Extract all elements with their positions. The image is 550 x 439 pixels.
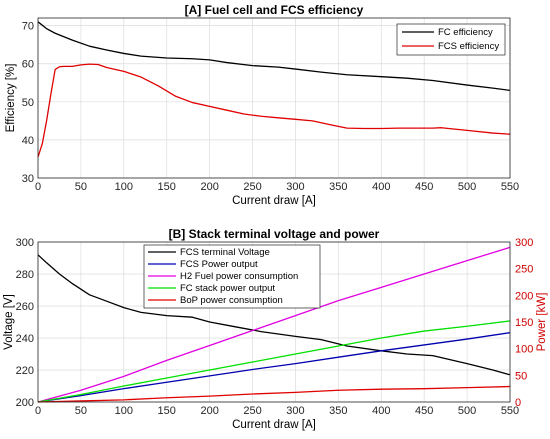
chart-b-legend-label-h2-fuel-power: H2 Fuel power consumption [180, 271, 298, 282]
chart-a-xlabel: Current draw [A] [232, 195, 316, 207]
chart-b-legend-label-bop-power: BoP power consumption [180, 295, 283, 306]
chart-a-legend-box [396, 23, 506, 56]
chart-a-xtick-label: 250 [243, 181, 261, 193]
chart-a-xtick-label: 0 [35, 181, 41, 193]
chart-a-xtick-label: 50 [75, 181, 87, 193]
chart-b-xtick-label: 200 [200, 405, 218, 417]
chart-b-ytick-label: 260 [16, 301, 34, 313]
chart-b-xtick-label: 150 [158, 405, 176, 417]
chart-b-series-fcs-power-output-line [37, 332, 511, 403]
chart-a-series-fc-efficiency-line [37, 21, 511, 92]
chart-b-series-fcs-terminal-voltage-line [37, 254, 511, 376]
chart-b-lines [37, 246, 511, 403]
chart-b-legend: FCS terminal Voltage FCS Power output H2… [143, 244, 321, 309]
chart-b-ytick-right-label: 250 [515, 264, 533, 276]
chart-b-ylabel-left: Voltage [V] [3, 294, 15, 350]
chart-b-xtick-label: 100 [115, 405, 133, 417]
chart-a-xtick-label: 550 [501, 181, 519, 193]
chart-b-ytick-right-label: 300 [515, 237, 533, 249]
chart-b-legend-label-fc-stack-power: FC stack power output [180, 283, 275, 294]
chart-b-ytick-right-label: 0 [515, 397, 521, 409]
chart-a-legend-label-fc-efficiency: FC efficiency [438, 27, 493, 38]
chart-b-ytick-right-label: 150 [515, 317, 533, 329]
chart-b-xtick-label: 500 [458, 405, 476, 417]
chart-b-ytick-right-label: 100 [515, 344, 533, 356]
chart-b-ytick-right-label: 50 [515, 370, 527, 382]
chart-a-ytick-label: 30 [22, 173, 34, 185]
chart-a-grid [37, 18, 511, 179]
chart-a-ticks: 0 50 100 150 200 250 300 350 400 450 500 550 30 40 50 6… [22, 21, 519, 193]
chart-a-xtick-label: 150 [158, 181, 176, 193]
chart-b-series-h2-fuel-power-consumption-line [37, 246, 511, 403]
chart-a-frame [37, 17, 511, 179]
chart-a-legend-label-fcs-efficiency: FCS efficiency [438, 41, 499, 52]
chart-b-frame [37, 241, 511, 403]
chart-b-legend-label-fcs-power-output: FCS Power output [180, 259, 258, 270]
chart-a-xtick-label: 400 [372, 181, 390, 193]
chart-a-series-fcs-efficiency-line [37, 63, 511, 158]
chart-a-ytick-label: 70 [22, 21, 34, 33]
chart-b-xtick-label: 250 [243, 405, 261, 417]
chart-a-ytick-label: 60 [22, 59, 34, 71]
chart-b-xtick-label: 550 [501, 405, 519, 417]
chart-a-legend: FC efficiency FCS efficiency [396, 23, 506, 56]
chart-b-title: [B] Stack terminal voltage and power [169, 227, 380, 241]
chart-a: [A] Fuel cell and FCS efficiency 0 50 100 1… [5, 3, 519, 207]
chart-b-ticks: 0 50 100 150 200 250 300 350 400 450 500 5502002202… [16, 237, 534, 417]
chart-a-xtick-label: 300 [286, 181, 304, 193]
chart-a-ytick-label: 40 [22, 135, 34, 147]
chart-b-xtick-label: 400 [372, 405, 390, 417]
chart-a-xtick-label: 100 [115, 181, 133, 193]
chart-b-xtick-label: 0 [35, 405, 41, 417]
chart-b-ytick-right-label: 200 [515, 290, 533, 302]
chart-b-xtick-label: 50 [75, 405, 87, 417]
chart-a-xtick-label: 200 [200, 181, 218, 193]
chart-b-series-fc-stack-power-output-line [37, 320, 511, 403]
chart-b-xtick-label: 450 [415, 405, 433, 417]
chart-b-ytick-label: 280 [16, 269, 34, 281]
chart-a-lines [37, 21, 511, 158]
chart-b-legend-label-fcs-terminal-voltage: FCS terminal Voltage [180, 247, 270, 258]
chart-b-series-bop-power-consumption-line [37, 385, 511, 403]
chart-a-title: [A] Fuel cell and FCS efficiency [185, 3, 364, 17]
chart-b-xlabel: Current draw [A] [232, 419, 316, 431]
chart-b-ytick-label: 300 [16, 237, 34, 249]
chart-a-xtick-label: 350 [329, 181, 347, 193]
chart-a-xtick-label: 450 [415, 181, 433, 193]
chart-b-ylabel-right: Power [kW] [536, 293, 548, 352]
chart-b-ytick-label: 240 [16, 333, 34, 345]
chart-a-xtick-label: 500 [458, 181, 476, 193]
chart-a-ytick-label: 50 [22, 97, 34, 109]
chart-b-xtick-label: 300 [286, 405, 304, 417]
chart-b: [B] Stack terminal voltage and power 0 50… [3, 227, 548, 431]
chart-b-ytick-label: 200 [16, 397, 34, 409]
chart-b-xtick-label: 350 [329, 405, 347, 417]
chart-b-ytick-label: 220 [16, 365, 34, 377]
chart-a-ylabel: Efficiency [%] [5, 64, 17, 133]
